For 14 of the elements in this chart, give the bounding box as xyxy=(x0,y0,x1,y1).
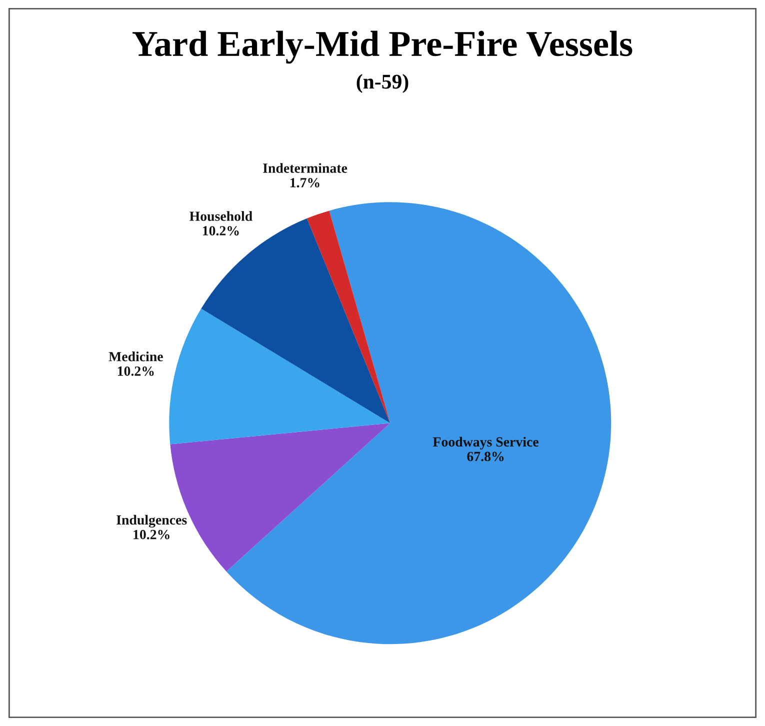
pie-slice xyxy=(306,210,390,424)
data-label: 10.2% xyxy=(202,226,239,236)
chart-subtitle: (n-59) xyxy=(356,74,408,93)
slice-label: Medicine xyxy=(108,352,163,362)
pie-slice xyxy=(169,308,390,444)
data-label: 10.2% xyxy=(118,366,154,376)
data-label: 1.7% xyxy=(290,178,320,188)
slice-label: Indulgences xyxy=(116,514,187,528)
slice-label: Foodways Service xyxy=(432,436,538,450)
data-label: 67.8% xyxy=(467,452,504,462)
slice-label: Household xyxy=(190,211,252,221)
chart-title: Yard Early-Mid Pre-Fire Vessels xyxy=(132,30,632,64)
slice-label: Indeterminate xyxy=(263,163,348,173)
data-label: 10.2% xyxy=(134,530,170,540)
